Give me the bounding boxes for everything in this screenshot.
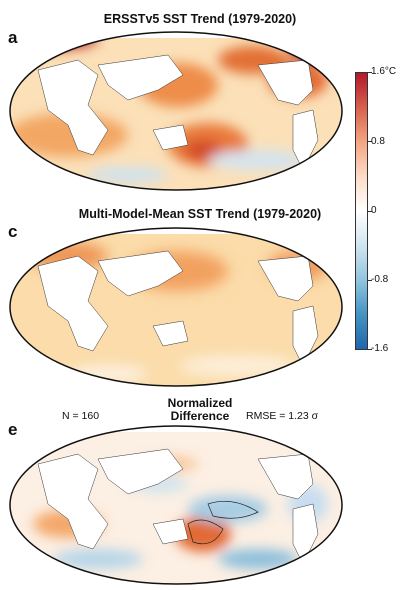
map-panel-e xyxy=(9,425,343,585)
colorbar-tick-label: 0.8 xyxy=(371,136,385,147)
map-panel-c xyxy=(9,227,343,387)
colorbar-tick-mark xyxy=(368,280,372,281)
panel-e-title-line2: Difference xyxy=(170,409,230,423)
rmse-label: RMSE = 1.23 σ xyxy=(246,410,319,422)
panel-a-letter: a xyxy=(8,28,18,47)
colorbar-tick-label: -0.8 xyxy=(371,274,389,285)
panel-a-title: ERSSTv5 SST Trend (1979-2020) xyxy=(103,12,297,26)
colorbar-tick-label: -1.6 xyxy=(371,343,389,354)
panel-c-letter: c xyxy=(8,222,18,241)
colorbar-tick-label: 1.6°C xyxy=(371,66,397,77)
panel-e-letter: e xyxy=(8,420,18,439)
colorbar-tick-mark xyxy=(368,141,372,142)
n-label: N = 160 xyxy=(62,410,100,422)
panel-e-title: Normalized Difference xyxy=(0,397,400,423)
map-panel-a xyxy=(9,31,343,191)
colorbar-tick-mark xyxy=(368,211,372,212)
colorbar-tick-mark xyxy=(368,349,372,350)
colorbar-tick-mark xyxy=(368,72,372,73)
colorbar-tick-label: 0 xyxy=(371,205,377,216)
panel-c-title: Multi-Model-Mean SST Trend (1979-2020) xyxy=(78,207,322,221)
colorbar xyxy=(355,72,368,350)
panel-e-title-line1: Normalized xyxy=(167,396,233,410)
